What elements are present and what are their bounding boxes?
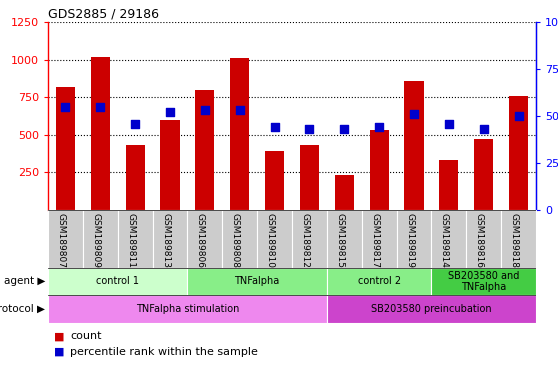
Bar bbox=[83, 210, 118, 268]
Point bbox=[61, 104, 70, 110]
Bar bbox=[195, 90, 214, 210]
Bar bbox=[362, 210, 397, 268]
Bar bbox=[152, 210, 187, 268]
Bar bbox=[327, 210, 362, 268]
Point bbox=[131, 121, 140, 127]
Bar bbox=[48, 268, 187, 295]
Point bbox=[235, 107, 244, 113]
Bar bbox=[431, 268, 536, 295]
Text: GSM189809: GSM189809 bbox=[92, 213, 100, 268]
Text: count: count bbox=[70, 331, 102, 341]
Bar bbox=[56, 87, 75, 210]
Point bbox=[270, 124, 279, 130]
Text: TNFalpha stimulation: TNFalpha stimulation bbox=[136, 304, 239, 314]
Bar bbox=[222, 210, 257, 268]
Text: GSM189816: GSM189816 bbox=[475, 213, 484, 268]
Text: GSM189819: GSM189819 bbox=[405, 213, 414, 268]
Bar bbox=[257, 210, 292, 268]
Bar bbox=[265, 151, 284, 210]
Bar bbox=[327, 295, 536, 323]
Bar bbox=[118, 210, 152, 268]
Text: GDS2885 / 29186: GDS2885 / 29186 bbox=[48, 8, 159, 21]
Text: percentile rank within the sample: percentile rank within the sample bbox=[70, 347, 258, 357]
Point bbox=[410, 111, 418, 117]
Point bbox=[514, 113, 523, 119]
Point bbox=[305, 126, 314, 132]
Bar bbox=[300, 145, 319, 210]
Bar bbox=[369, 130, 389, 210]
Point bbox=[166, 109, 175, 115]
Bar bbox=[474, 139, 493, 210]
Bar bbox=[48, 295, 327, 323]
Text: GSM189810: GSM189810 bbox=[266, 213, 275, 268]
Point bbox=[96, 104, 105, 110]
Text: GSM189813: GSM189813 bbox=[161, 213, 170, 268]
Bar bbox=[126, 145, 145, 210]
Text: GSM189818: GSM189818 bbox=[509, 213, 518, 268]
Text: ■: ■ bbox=[54, 331, 64, 341]
Text: GSM189817: GSM189817 bbox=[370, 213, 379, 268]
Bar bbox=[509, 96, 528, 210]
Bar bbox=[501, 210, 536, 268]
Text: ■: ■ bbox=[54, 347, 64, 357]
Text: GSM189811: GSM189811 bbox=[126, 213, 135, 268]
Text: SB203580 and
TNFalpha: SB203580 and TNFalpha bbox=[448, 271, 519, 292]
Bar bbox=[187, 268, 327, 295]
Bar bbox=[160, 120, 180, 210]
Point bbox=[374, 124, 383, 130]
Text: GSM189807: GSM189807 bbox=[56, 213, 65, 268]
Text: GSM189806: GSM189806 bbox=[196, 213, 205, 268]
Point bbox=[444, 121, 453, 127]
Bar bbox=[187, 210, 222, 268]
Point bbox=[200, 107, 209, 113]
Bar bbox=[292, 210, 327, 268]
Text: control 1: control 1 bbox=[96, 276, 139, 286]
Bar bbox=[230, 58, 249, 210]
Bar bbox=[431, 210, 466, 268]
Text: GSM189814: GSM189814 bbox=[440, 213, 449, 268]
Text: GSM189812: GSM189812 bbox=[300, 213, 310, 268]
Point bbox=[340, 126, 349, 132]
Bar bbox=[466, 210, 501, 268]
Bar bbox=[91, 56, 110, 210]
Text: TNFalpha: TNFalpha bbox=[234, 276, 280, 286]
Bar bbox=[439, 161, 459, 210]
Bar bbox=[335, 175, 354, 210]
Point bbox=[479, 126, 488, 132]
Text: protocol ▶: protocol ▶ bbox=[0, 304, 45, 314]
Text: control 2: control 2 bbox=[358, 276, 401, 286]
Bar bbox=[327, 268, 431, 295]
Text: SB203580 preincubation: SB203580 preincubation bbox=[371, 304, 492, 314]
Text: GSM189808: GSM189808 bbox=[230, 213, 240, 268]
Bar bbox=[405, 81, 424, 210]
Text: GSM189815: GSM189815 bbox=[335, 213, 344, 268]
Bar bbox=[48, 210, 83, 268]
Text: agent ▶: agent ▶ bbox=[4, 276, 45, 286]
Bar bbox=[397, 210, 431, 268]
